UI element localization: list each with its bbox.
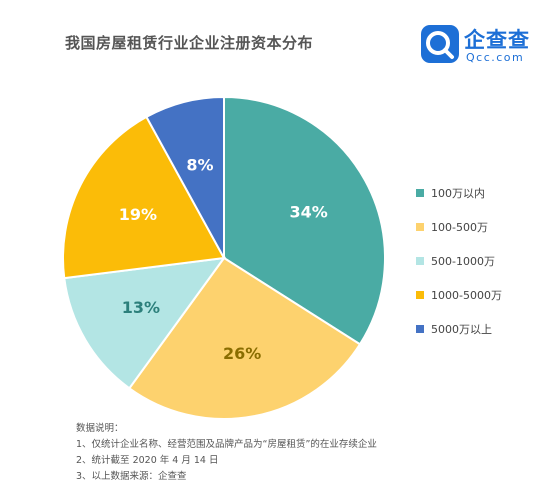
pie-slice-label-2: 26% [223,344,261,363]
logo-name: 企查查 [464,28,530,52]
legend-label: 100-500万 [431,221,488,234]
legend-swatch [416,189,424,197]
legend-item-3: 500-1000万 [416,244,502,278]
notes-heading: 数据说明： [76,423,124,434]
legend-item-4: 1000-5000万 [416,278,502,312]
legend-item-2: 100-500万 [416,210,502,244]
legend-label: 5000万以上 [431,323,492,336]
pie-slice-label-4: 19% [119,205,157,224]
notes-line-1: 1、仅统计企业名称、经营范围及品牌产品为“房屋租赁”的在业存续企业 [76,439,377,450]
notes-line-3: 3、以上数据来源：企查查 [76,471,187,482]
data-notes: 数据说明： 1、仅统计企业名称、经营范围及品牌产品为“房屋租赁”的在业存续企业 … [76,421,377,485]
chart-title: 我国房屋租赁行业企业注册资本分布 [65,34,314,52]
legend-item-1: 100万以内 [416,176,502,210]
notes-line-2: 2、统计截至 2020 年 4 月 14 日 [76,455,219,466]
qcc-logo: 企查查 Qcc.com [420,22,545,72]
legend-label: 1000-5000万 [431,289,502,302]
legend-item-5: 5000万以上 [416,312,502,346]
pie-slice-label-1: 34% [290,202,328,221]
pie-slice-label-5: 8% [186,155,213,174]
legend-swatch [416,325,424,333]
pie-slice-3 [63,256,227,390]
legend-label: 500-1000万 [431,255,495,268]
pie-slice-5 [145,95,225,259]
pie-slice-2 [127,256,362,420]
legend-label: 100万以内 [431,187,485,200]
pie-slice-label-3: 13% [122,298,160,317]
pie-slice-4 [62,115,226,280]
legend-swatch [416,223,424,231]
qcc-logo-icon [421,25,459,63]
legend-swatch [416,291,424,299]
logo-domain: Qcc.com [466,51,525,64]
legend-swatch [416,257,424,265]
chart-legend: 100万以内 100-500万 500-1000万 1000-5000万 5000万以上 [416,176,502,346]
